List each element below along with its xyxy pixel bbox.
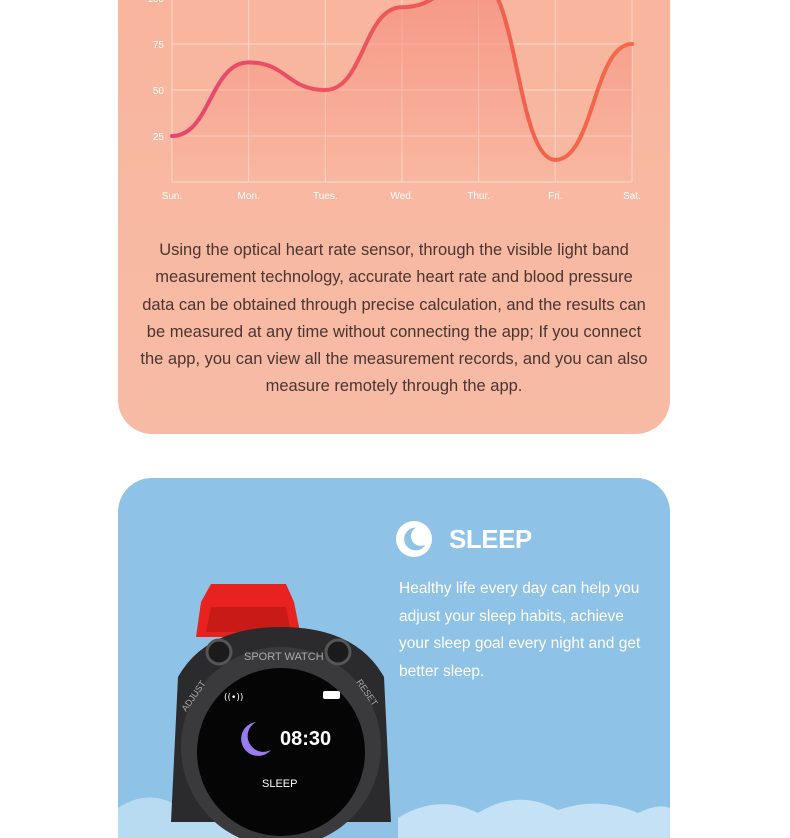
moon-stars-icon: [395, 520, 433, 558]
x-tick-label: Mon.: [238, 191, 260, 202]
y-tick-label: 50: [153, 86, 165, 97]
x-tick-label: Sat.: [623, 191, 641, 202]
heart-rate-chart: 25 50 75 100 Sun. Mon. Tues. Wed. Thur. Fri. Sat.: [118, 0, 670, 210]
y-tick-label: 75: [153, 40, 165, 51]
bezel-top-text: SPORT WATCH: [244, 651, 324, 663]
x-tick-label: Fri.: [548, 191, 562, 202]
x-tick-label: Sun.: [162, 191, 183, 202]
smartwatch-image: SPORT WATCH ADJUST RESET ((•)): [166, 582, 396, 838]
watch-time: 08:30: [280, 728, 331, 751]
svg-text:((•)): ((•)): [224, 693, 243, 703]
x-tick-label: Wed.: [390, 191, 413, 202]
x-tick-label: Tues.: [313, 191, 338, 202]
heart-rate-card: 255075100Sun.Mon.Tues.Wed.Thur.Fri.Sat. …: [118, 0, 670, 434]
y-tick-label: 100: [147, 0, 164, 5]
sleep-card: SLEEP Healthy life every day can help yo…: [118, 478, 670, 838]
chart-area-fill: [172, 0, 632, 182]
sleep-title: SLEEP: [449, 524, 532, 555]
heart-rate-description: Using the optical heart rate sensor, thr…: [138, 237, 650, 401]
x-tick-label: Thur.: [467, 191, 490, 202]
sleep-description: Healthy life every day can help you adju…: [399, 575, 649, 685]
y-tick-label: 25: [153, 132, 165, 143]
watch-screen-label: SLEEP: [262, 778, 297, 790]
